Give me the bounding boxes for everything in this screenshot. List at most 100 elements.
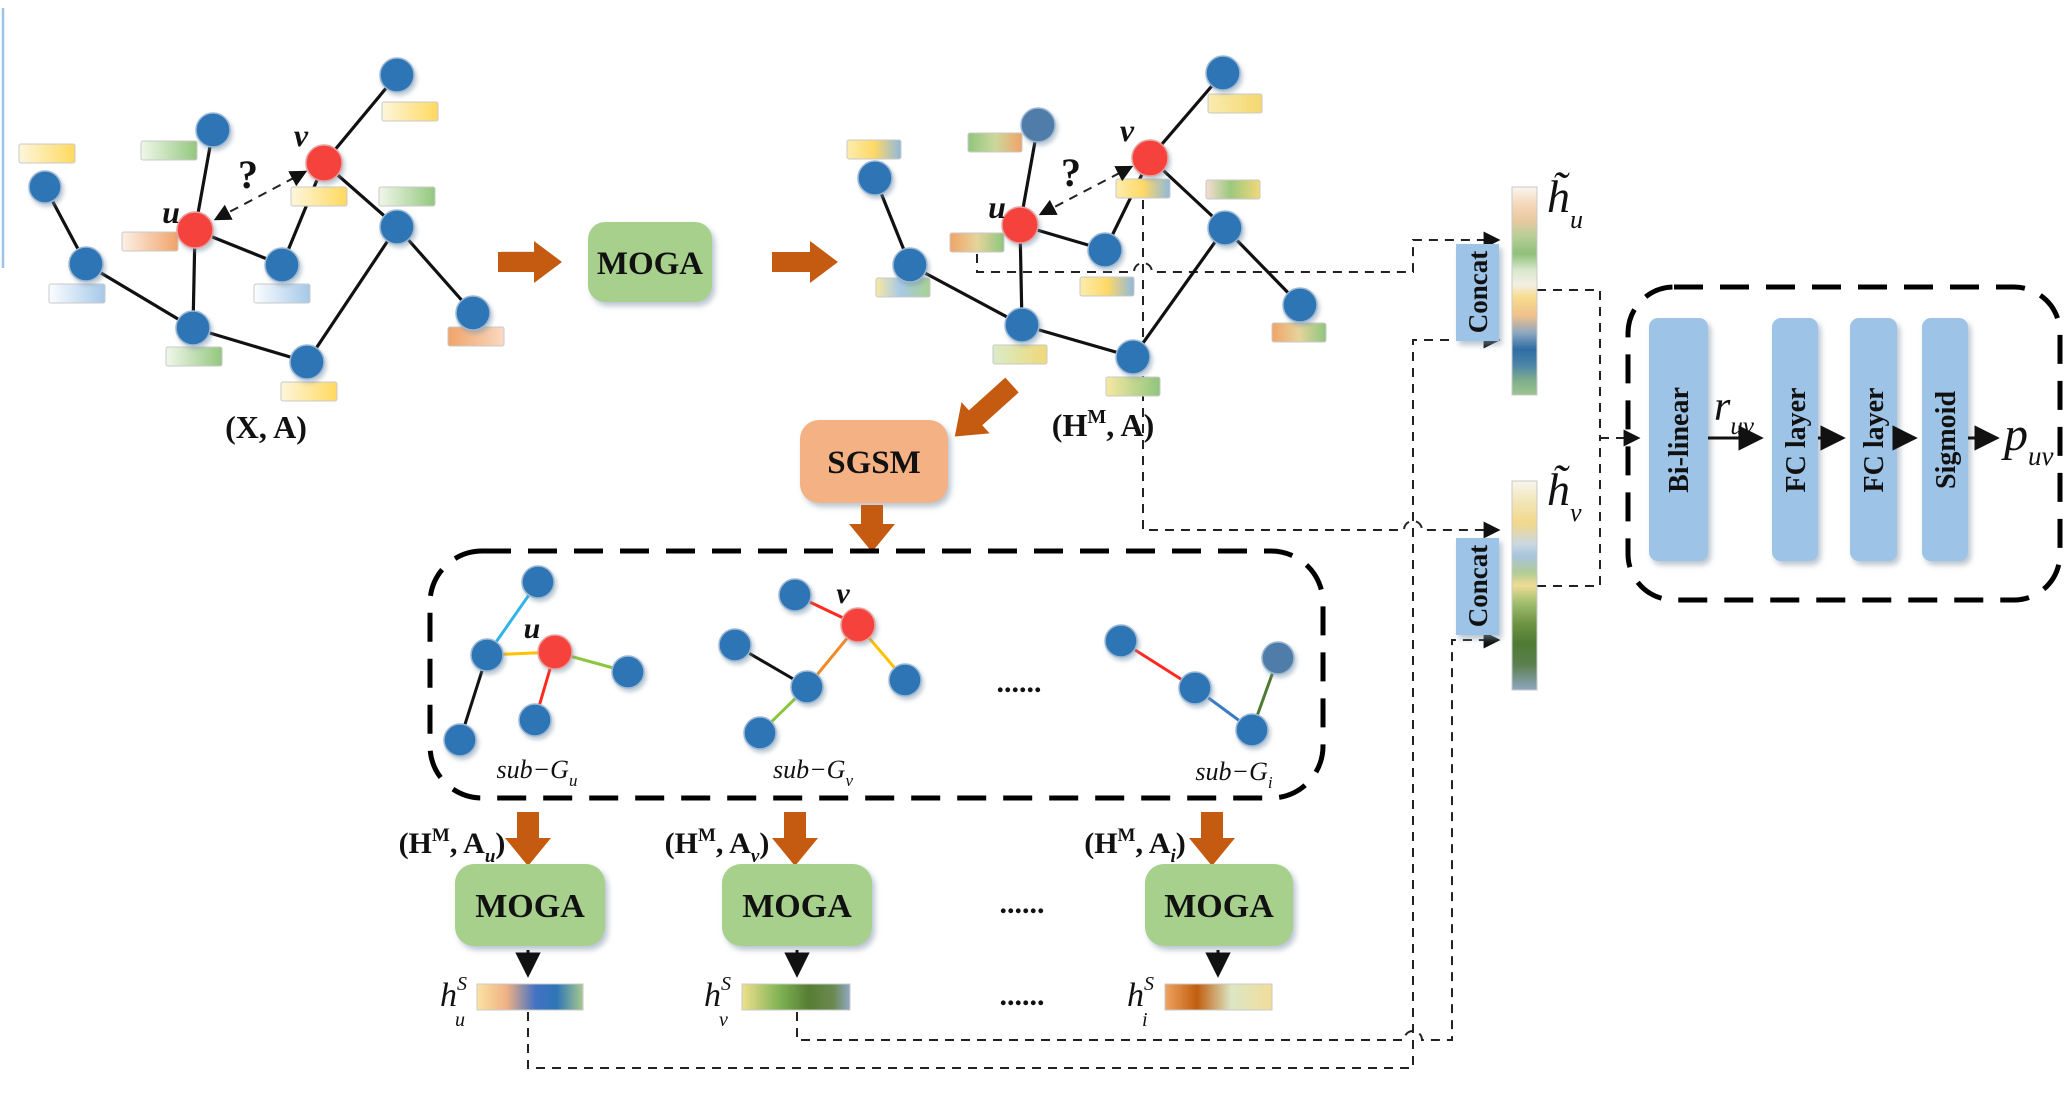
graph-node [443, 723, 477, 757]
graph-node [743, 716, 777, 750]
feature-bar [1105, 376, 1161, 397]
graph-edge [1131, 226, 1227, 359]
feature-bar [1115, 178, 1171, 199]
graph-node [1178, 671, 1212, 705]
graph-edge [395, 225, 475, 315]
feature-bar [253, 283, 311, 304]
feature-bar [1205, 179, 1261, 200]
h-main: h [704, 977, 721, 1014]
h-sub: i [1142, 1009, 1148, 1031]
connector-htilde-u-out [1537, 289, 1601, 438]
moga-label: MOGA [742, 888, 852, 925]
p-main: p [2001, 408, 2028, 461]
sgsm-stage: SGSM [800, 377, 1019, 552]
feature-bar [280, 381, 338, 402]
caption-rest: , A) [1106, 407, 1154, 443]
feature-bar [1207, 93, 1263, 114]
graph-node [289, 344, 325, 380]
node-v [1131, 139, 1169, 177]
feature-bar [992, 344, 1048, 365]
h-sub: u [1570, 205, 1583, 234]
flow-arrow-down-left-icon [954, 377, 1019, 437]
graph-node [455, 295, 491, 331]
bilinear-layer-box [1649, 318, 1708, 561]
feature-bar [378, 186, 436, 207]
node-v-label: v [294, 117, 309, 153]
graph-node [1020, 107, 1056, 143]
embedded-graph: u v ? (HM, A) [846, 55, 1327, 443]
graph-node [1087, 232, 1123, 268]
bilinear-layer-label: Bi-linear [1664, 387, 1695, 493]
moga-box [588, 222, 712, 302]
caption-sup: M [698, 825, 716, 846]
feature-bar [967, 132, 1023, 153]
subgraph-container-border [427, 548, 1326, 801]
node-u [537, 634, 573, 670]
h-main: h̃ [1547, 171, 1571, 222]
graph-edge [1223, 226, 1302, 307]
graph-node [518, 703, 552, 737]
feature-bar [165, 346, 223, 367]
embedded-graph-feature-bars [846, 93, 1327, 397]
moga-box [455, 864, 605, 946]
graph-node [778, 578, 812, 612]
subgraph-u-nodes [443, 565, 645, 757]
graph-edge [1020, 323, 1135, 359]
hi-s-vector-bar [1164, 983, 1273, 1011]
caption-open: (H [1052, 407, 1088, 443]
subgraph-i-caption: sub−Gi [1195, 757, 1272, 792]
encoder-unit-i: (HM, Ai) MOGA hS i [1084, 812, 1293, 1031]
flow-arrow-right-icon [498, 241, 562, 283]
graph-node [888, 663, 922, 697]
caption-close: ) [495, 827, 505, 860]
hu-s-vector-bar [476, 983, 584, 1011]
sigmoid-layer-label: Sigmoid [1931, 391, 1962, 489]
concat-box-bottom [1456, 538, 1499, 635]
moga-label: MOGA [597, 246, 703, 282]
r-uv-label: ruv [1714, 384, 1755, 440]
dashed-connectors [527, 200, 1641, 1069]
graph-node [1205, 55, 1241, 91]
predictor-border [1625, 284, 2063, 603]
caption-main: sub−G [1195, 757, 1268, 786]
caption-sub: u [569, 771, 578, 790]
input-graph-caption: (X, A) [225, 409, 307, 445]
h-main: h [1127, 977, 1144, 1014]
caption-main: sub−G [497, 755, 570, 784]
graph-node [892, 247, 928, 283]
caption-open: (H [1084, 827, 1117, 860]
graph-node [790, 670, 824, 704]
subgraph-encoder-row: (HM, Au) MOGA hS u (HM, Av) MOGA hS v ....… [399, 812, 1293, 1031]
subgraph-i: sub−Gi [1104, 624, 1295, 792]
subgraph-i-nodes [1104, 624, 1295, 747]
row-ellipsis: ...... [1000, 979, 1045, 1012]
moga-box [1145, 864, 1293, 946]
graph-node [611, 655, 645, 689]
encoder-input-label: (HM, Av) [665, 825, 770, 867]
flow-arrow-down-icon [849, 505, 895, 552]
graph-node [28, 170, 62, 204]
predictor-module: Bi-linear FC layer FC layer Sigmoid ruv … [1625, 284, 2063, 603]
r-main: r [1714, 384, 1731, 430]
graph-node [1115, 339, 1151, 375]
node-v [305, 144, 343, 182]
h-main: h̃ [1547, 464, 1571, 515]
hv-s-vector-bar [741, 983, 851, 1011]
input-graph: u v ? (X, A) [18, 57, 545, 445]
subgraph-ellipsis: ...... [997, 666, 1042, 699]
query-link-dashed-arrow [1038, 165, 1134, 216]
concat-box-top [1456, 244, 1499, 341]
feature-bar [18, 143, 76, 164]
sigmoid-layer-box [1922, 318, 1968, 561]
question-mark: ? [238, 152, 258, 197]
input-graph-nodes [28, 57, 491, 380]
encoder-unit-u: (HM, Au) MOGA hS u [399, 812, 605, 1031]
r-sub: uv [1730, 413, 1755, 440]
moga-label: MOGA [1164, 888, 1274, 925]
feature-bar [1271, 322, 1327, 343]
h-sup: S [721, 973, 731, 995]
h-sup: S [457, 973, 467, 995]
encoder-unit-v: (HM, Av) MOGA hS v [665, 812, 872, 1031]
embedded-graph-caption: (HM, A) [1052, 406, 1154, 443]
p-uv-label: puv [2001, 408, 2054, 471]
